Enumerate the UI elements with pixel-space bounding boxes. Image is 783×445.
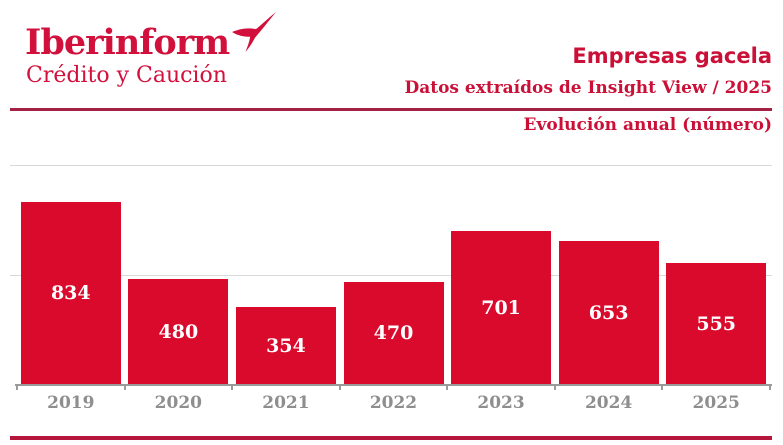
x-tick-label-2022: 2022	[369, 393, 418, 413]
x-tick-label-2024: 2024	[584, 393, 633, 413]
x-axis-tick	[661, 385, 664, 390]
bar-value-label: 834	[50, 282, 91, 305]
bar-2025: 555	[666, 262, 767, 385]
bar-2021: 354	[235, 307, 336, 385]
bar-chart: 834 480 354 470 701 653 555 2019 2020 2021 2022 20…	[10, 165, 772, 413]
x-tick-label-2021: 2021	[262, 393, 310, 413]
bar-value-label: 470	[373, 322, 414, 345]
x-axis-tick	[123, 385, 126, 390]
bar-2019: 834	[20, 201, 121, 385]
x-axis-tick	[553, 385, 556, 390]
x-axis-line	[15, 384, 772, 386]
x-tick-label-2025: 2025	[692, 393, 740, 413]
x-axis-tick	[769, 385, 771, 390]
gridline-500	[10, 275, 772, 276]
x-axis-tick	[231, 385, 234, 390]
bar-value-label: 480	[158, 321, 199, 344]
x-tick-label-2019: 2019	[47, 393, 95, 413]
page-subtitle: Datos extraídos de Insight View / 2025	[404, 78, 772, 98]
bar-2022: 470	[343, 281, 444, 385]
bar-2023: 701	[451, 230, 552, 385]
x-axis-tick	[338, 385, 341, 390]
gridline-1000	[10, 165, 772, 166]
bar-2020: 480	[128, 279, 229, 385]
bottom-divider	[10, 436, 772, 440]
bar-value-label: 653	[588, 302, 629, 325]
bar-value-label: 701	[481, 296, 521, 319]
x-axis-tick	[16, 385, 18, 390]
section-label: Evolución anual (número)	[523, 115, 772, 135]
top-divider	[10, 108, 772, 111]
bar-value-label: 354	[266, 335, 306, 358]
swallow-icon	[232, 11, 276, 53]
x-axis-tick	[446, 385, 449, 390]
page-title: Empresas gacela	[572, 44, 772, 68]
logo-wordmark: Iberinform	[25, 22, 230, 63]
bar-2024: 653	[558, 241, 659, 385]
logo-subtitle: Crédito y Caución	[26, 63, 227, 88]
bars: 834 480 354 470 701 653 555	[17, 165, 770, 385]
x-tick-label-2020: 2020	[154, 393, 202, 413]
bar-value-label: 555	[696, 312, 737, 335]
x-tick-label-2023: 2023	[477, 393, 525, 413]
